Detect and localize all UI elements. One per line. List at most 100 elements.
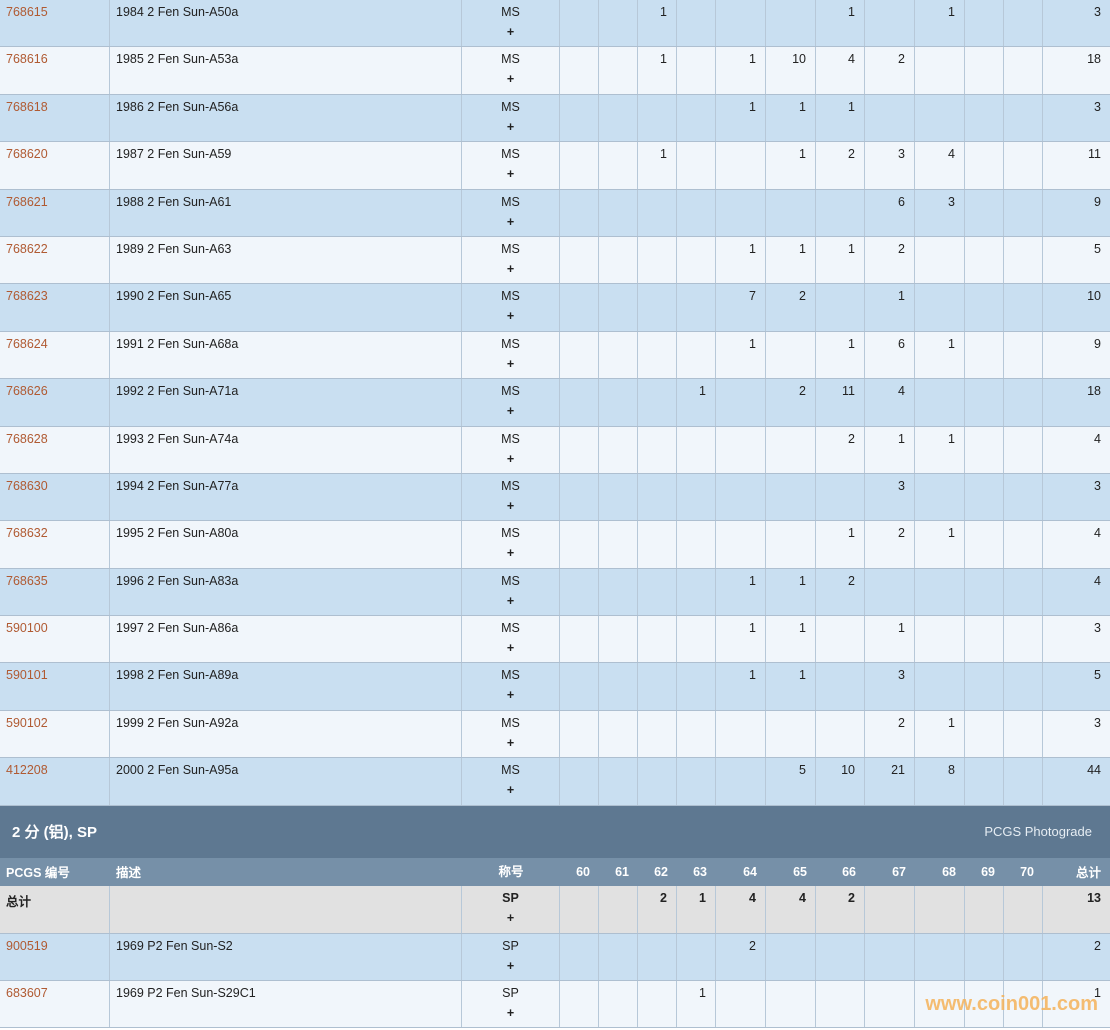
count-cell <box>677 663 716 710</box>
column-label: 70 <box>1020 864 1034 879</box>
count-cell: 1 <box>766 616 816 663</box>
count-cell <box>915 616 965 663</box>
count: 1 <box>749 668 756 683</box>
designation: MS <box>501 289 520 304</box>
count-cell <box>915 885 965 933</box>
pcgs-link[interactable]: 768623 <box>6 289 48 304</box>
designation: MS <box>501 478 520 493</box>
count: 1 <box>898 289 905 304</box>
designation: MS <box>501 668 520 683</box>
pcgs-link[interactable]: 768628 <box>6 431 48 446</box>
count-cell: 1 <box>638 47 677 94</box>
count: 10 <box>792 52 806 67</box>
pcgs-link[interactable]: 768630 <box>6 478 48 493</box>
pcgs-link[interactable]: 768624 <box>6 336 48 351</box>
count-cell <box>560 568 599 616</box>
row-total: 3 <box>1094 99 1101 114</box>
count-cell <box>638 663 677 710</box>
count-cell <box>766 0 816 47</box>
grade-cell: MS + <box>462 568 560 616</box>
count-cell <box>915 94 965 142</box>
total-cell: 5 <box>1043 663 1110 709</box>
count-cell <box>677 521 716 568</box>
pcgs-link[interactable]: 900519 <box>6 938 48 953</box>
pcgs-link[interactable]: 590102 <box>6 715 48 730</box>
row-total: 5 <box>1094 241 1101 256</box>
count-cell: 2 <box>816 885 865 933</box>
pcgs-link[interactable]: 590101 <box>6 668 48 683</box>
pcgs-link[interactable]: 768615 <box>6 5 48 19</box>
count-cell <box>1004 568 1043 616</box>
count-cell: 3 <box>865 473 915 521</box>
count-cell <box>1004 379 1043 426</box>
grade-cell: SP + <box>462 885 560 933</box>
column-header: PCGS 编号 描述 称号 60 61 62 63 64 65 66 67 68 69 70 总计 <box>0 857 1110 886</box>
count-cell <box>865 933 915 980</box>
count-cell <box>965 568 1004 616</box>
pcgs-link[interactable]: 768620 <box>6 147 48 162</box>
pcgs-link[interactable]: 768632 <box>6 526 48 541</box>
description: 1969 P2 Fen Sun-S29C1 <box>116 985 256 1000</box>
photograde-link[interactable]: PCGS Photograde <box>984 824 1092 840</box>
plus-grade: + <box>506 735 515 750</box>
count: 3 <box>898 478 905 493</box>
pcgs-link[interactable]: 768635 <box>6 573 48 588</box>
pcgs-link[interactable]: 683607 <box>6 985 48 1000</box>
count: 1 <box>848 99 855 114</box>
pcgs-cell: 768630 <box>0 473 110 521</box>
pcgs-link[interactable]: 768622 <box>6 241 48 256</box>
count: 11 <box>842 384 855 399</box>
count-cell <box>677 426 716 473</box>
count-cell <box>560 426 599 473</box>
pcgs-link[interactable]: 768616 <box>6 52 48 67</box>
count-cell <box>766 331 816 379</box>
pcgs-link[interactable]: 412208 <box>6 763 48 778</box>
count-cell <box>965 0 1004 47</box>
description: 1990 2 Fen Sun-A65 <box>116 289 232 304</box>
count-cell <box>965 331 1004 379</box>
total-cell: 10 <box>1043 284 1110 330</box>
column-label: 总计 <box>1075 866 1101 881</box>
count: 1 <box>660 147 667 162</box>
count-cell: 1 <box>816 0 865 47</box>
count-cell <box>965 933 1004 980</box>
desc-cell: 1990 2 Fen Sun-A65 <box>110 284 462 331</box>
total-cell: 13 <box>1043 886 1110 933</box>
pcgs-link[interactable]: 768626 <box>6 384 48 399</box>
pcgs-cell: 768616 <box>0 47 110 94</box>
column-title: 称号 <box>462 862 560 882</box>
grade-cell: MS + <box>462 521 560 568</box>
count-cell: 10 <box>816 758 865 805</box>
count-cell <box>638 284 677 331</box>
count: 1 <box>699 890 706 905</box>
count-cell <box>915 663 965 710</box>
designation: MS <box>501 763 520 778</box>
total-cell: 44 <box>1043 758 1110 804</box>
pcgs-link[interactable]: 590100 <box>6 621 48 636</box>
grade-cell: MS + <box>462 189 560 236</box>
designation: SP <box>502 938 519 953</box>
designation: MS <box>501 99 520 114</box>
count-cell <box>1004 0 1043 47</box>
count: 2 <box>848 573 855 588</box>
count-cell <box>1004 284 1043 331</box>
plus-grade: + <box>506 451 515 466</box>
count-cell <box>1004 236 1043 284</box>
count-cell: 1 <box>865 284 915 331</box>
count-cell <box>599 189 638 236</box>
count: 2 <box>898 241 905 256</box>
grade-cell: MS + <box>462 331 560 379</box>
count-cell <box>965 284 1004 331</box>
pcgs-link[interactable]: 768621 <box>6 194 48 209</box>
count-cell <box>677 0 716 47</box>
count-cell <box>1004 616 1043 663</box>
grade-cell: MS + <box>462 473 560 521</box>
count-cell <box>638 189 677 236</box>
designation: MS <box>501 5 520 19</box>
count-cell: 2 <box>865 521 915 568</box>
row-total: 2 <box>1094 938 1101 953</box>
count: 1 <box>898 431 905 446</box>
pcgs-link[interactable]: 768618 <box>6 99 48 114</box>
table-row: 768630 1994 2 Fen Sun-A77a MS +3 3 <box>0 473 1110 522</box>
count: 6 <box>898 336 905 351</box>
